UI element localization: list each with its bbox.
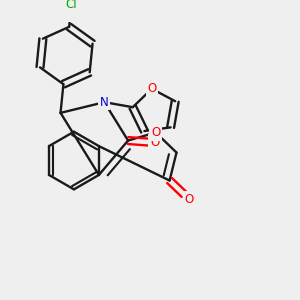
Text: O: O [151,126,160,139]
Text: O: O [147,82,156,95]
Text: Cl: Cl [66,0,77,11]
Text: O: O [184,193,194,206]
Text: O: O [150,136,159,149]
Text: N: N [100,96,109,109]
